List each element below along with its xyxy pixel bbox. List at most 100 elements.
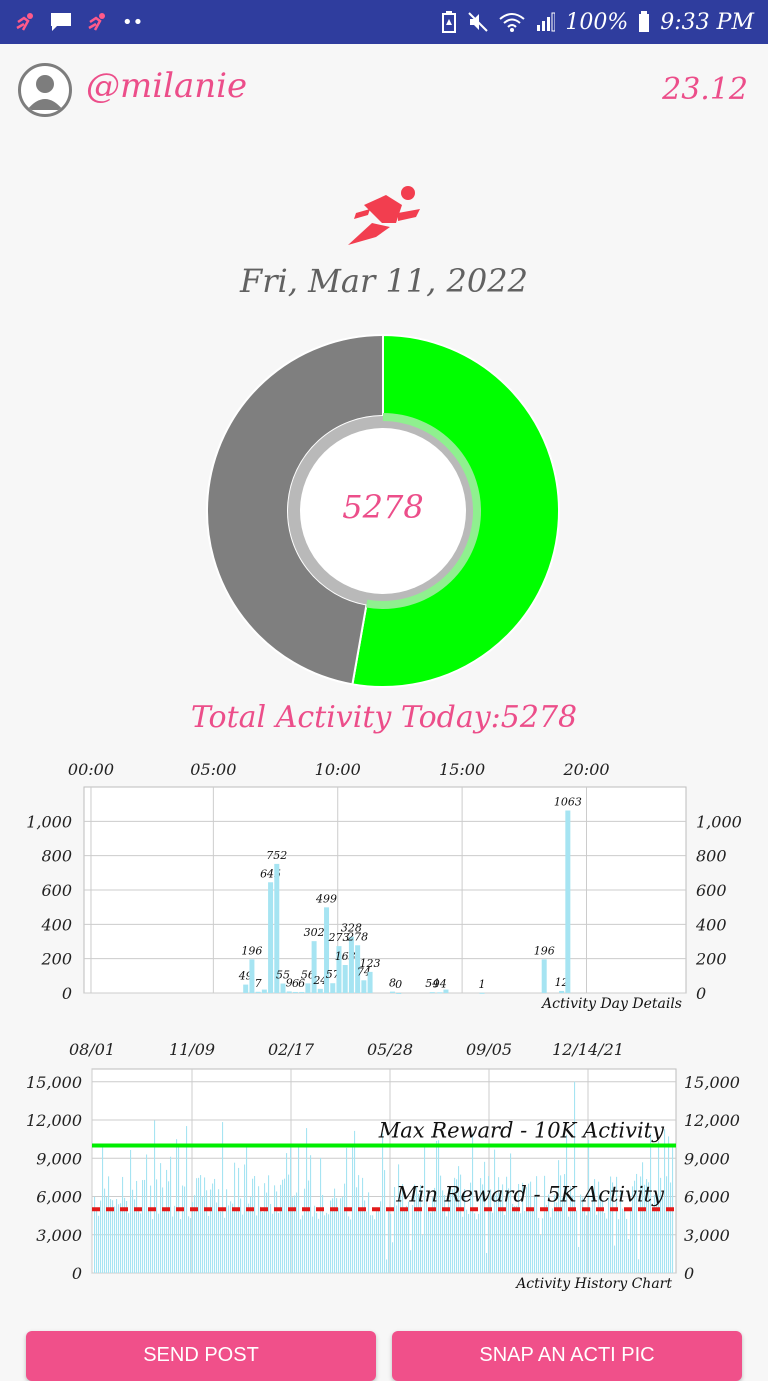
history-chart-bar xyxy=(558,1160,560,1273)
history-chart-bar xyxy=(160,1163,162,1273)
day-chart-bar-label: 74 xyxy=(357,965,371,978)
history-chart-bar xyxy=(368,1192,370,1273)
day-chart-bar xyxy=(361,980,367,993)
history-chart-bar xyxy=(554,1194,556,1273)
history-chart-bar xyxy=(612,1182,614,1273)
history-chart-bar xyxy=(256,1215,258,1273)
history-chart-svg: 0 0 3,000 3,000 6,000 6,000 9,000 9,000 12,000 12… xyxy=(26,1040,740,1292)
history-chart-bar xyxy=(536,1176,538,1273)
history-chart-bar xyxy=(214,1178,216,1273)
day-chart-y-tick-right: 800 xyxy=(696,847,727,866)
history-chart-bar xyxy=(324,1215,326,1273)
day-chart-y-tick-left: 0 xyxy=(62,984,72,1003)
history-chart-bar xyxy=(298,1146,300,1273)
history-chart-bar xyxy=(284,1178,286,1273)
history-chart-bar xyxy=(228,1205,230,1273)
history-chart-bar xyxy=(598,1181,600,1273)
history-chart-bar xyxy=(422,1235,424,1273)
day-chart-bar xyxy=(286,991,292,993)
history-chart-bar xyxy=(322,1195,324,1273)
history-chart-bar xyxy=(146,1154,148,1273)
history-chart-bar xyxy=(176,1139,178,1273)
username[interactable]: @milanie xyxy=(86,66,248,106)
history-chart-bar xyxy=(98,1215,100,1273)
history-chart-bar xyxy=(550,1217,552,1273)
history-chart-bar xyxy=(376,1208,378,1273)
history-chart-bar xyxy=(190,1218,192,1273)
history-chart-bar xyxy=(630,1209,632,1273)
history-chart-bar xyxy=(96,1208,98,1273)
history-chart-bar xyxy=(534,1197,536,1273)
day-chart-title: Activity Day Details xyxy=(540,996,682,1012)
history-chart-bar xyxy=(400,1196,402,1273)
history-chart-bar xyxy=(614,1245,616,1273)
snap-pic-button[interactable]: SNAP AN ACTI PIC xyxy=(392,1331,742,1381)
history-chart-bar xyxy=(302,1215,304,1273)
runner-icon xyxy=(88,13,105,31)
history-chart-bar xyxy=(104,1188,106,1273)
day-chart-bar xyxy=(330,983,336,993)
history-chart-bar xyxy=(450,1186,452,1273)
history-chart-bar xyxy=(486,1253,488,1273)
history-chart-y-tick-left: 6,000 xyxy=(36,1188,82,1207)
history-chart-bar xyxy=(142,1180,144,1273)
day-chart-bar xyxy=(389,991,395,993)
runner-logo-icon xyxy=(348,186,420,245)
history-chart-bar xyxy=(300,1219,302,1273)
history-chart-bar xyxy=(462,1216,464,1273)
history-chart-bar xyxy=(438,1140,440,1273)
history-chart-bar xyxy=(658,1141,660,1273)
day-chart-bar-label: 278 xyxy=(346,930,368,943)
history-chart-bar xyxy=(204,1177,206,1273)
history-chart-bar xyxy=(458,1166,460,1273)
history-chart-bar xyxy=(124,1197,126,1273)
history-chart-bar xyxy=(270,1204,272,1273)
history-chart-bar xyxy=(456,1179,458,1273)
history-chart-bar xyxy=(522,1182,524,1273)
avatar[interactable] xyxy=(18,63,72,117)
history-chart-bar xyxy=(186,1126,188,1273)
history-chart-bar xyxy=(218,1189,220,1273)
history-chart-bar xyxy=(662,1198,664,1273)
history-chart-bar xyxy=(354,1130,356,1273)
history-chart-bar xyxy=(350,1219,352,1273)
day-chart-y-tick-left: 1,000 xyxy=(26,812,72,831)
history-chart-bar xyxy=(370,1215,372,1273)
history-chart-bar xyxy=(162,1187,164,1273)
history-chart-bar xyxy=(410,1250,412,1273)
history-chart-bar xyxy=(342,1196,344,1273)
history-chart-bar xyxy=(120,1203,122,1273)
history-chart-bar xyxy=(332,1198,334,1273)
day-chart-bar-label: 6 xyxy=(298,977,305,990)
history-chart-bar xyxy=(584,1210,586,1273)
day-chart-bar xyxy=(559,990,565,993)
history-chart-bar xyxy=(266,1192,268,1273)
history-chart-bar xyxy=(320,1157,322,1273)
history-chart-bar xyxy=(170,1156,172,1273)
history-chart-bar xyxy=(100,1200,102,1273)
history-chart-bar xyxy=(94,1196,96,1273)
history-chart-bar xyxy=(562,1197,564,1273)
history-chart-bar xyxy=(140,1213,142,1273)
history-chart-x-tick: 05/28 xyxy=(367,1040,413,1059)
history-chart-bar xyxy=(116,1198,118,1273)
history-chart-bar xyxy=(668,1136,670,1273)
history-chart-bar xyxy=(466,1209,468,1273)
history-chart-bar xyxy=(366,1211,368,1273)
send-post-button[interactable]: SEND POST xyxy=(26,1331,376,1381)
history-chart-bar xyxy=(592,1185,594,1273)
history-chart-y-tick-left: 9,000 xyxy=(36,1149,82,1168)
history-chart-bar xyxy=(440,1175,442,1273)
day-chart-bar-label: 328 xyxy=(341,922,362,935)
day-chart-y-tick-left: 600 xyxy=(41,881,72,900)
history-chart-bar xyxy=(108,1176,110,1273)
history-chart-bar xyxy=(318,1218,320,1273)
history-chart-bar xyxy=(126,1201,128,1273)
history-chart-bar xyxy=(212,1183,214,1273)
donut-inner-progress xyxy=(365,413,481,609)
day-chart-bar-label: 6 xyxy=(292,977,299,990)
day-chart-bar xyxy=(396,993,402,994)
history-chart-bar xyxy=(242,1214,244,1273)
history-chart-bar xyxy=(216,1202,218,1273)
history-chart-bar xyxy=(442,1190,444,1273)
